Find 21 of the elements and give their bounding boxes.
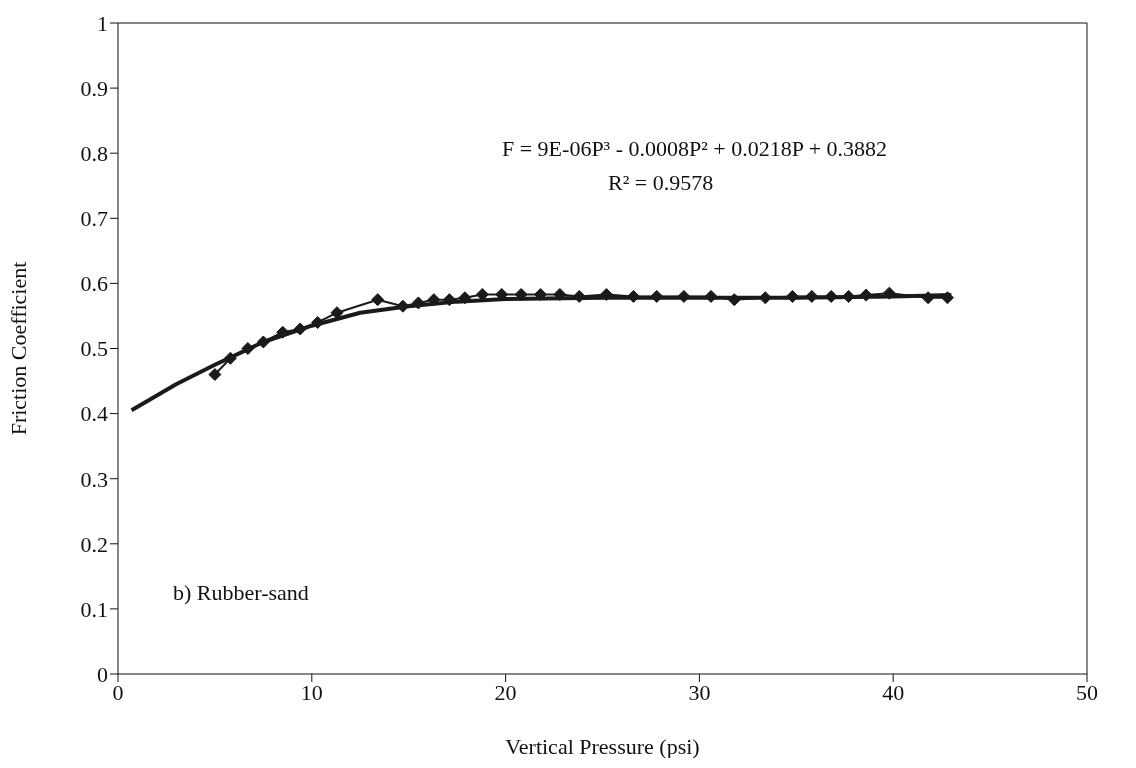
y-tick-label: 0.9 <box>80 75 108 101</box>
annotation: F = 9E-06P³ - 0.0008P² + 0.0218P + 0.3882 <box>500 136 889 162</box>
y-tick-label: 1 <box>97 10 108 36</box>
x-tick-label: 30 <box>688 679 711 705</box>
annotation: b) Rubber-sand <box>173 580 309 606</box>
x-tick-label: 50 <box>1076 679 1098 705</box>
y-tick-label: 0.2 <box>80 531 108 557</box>
y-tick-label: 0 <box>97 661 108 687</box>
annotation: R² = 0.9578 <box>607 170 715 196</box>
y-tick-label: 0.3 <box>80 466 108 492</box>
y-tick-label: 0.6 <box>80 271 108 297</box>
y-tick-label: 0.7 <box>80 206 108 232</box>
y-axis-title: Friction Coefficient <box>5 261 31 436</box>
y-tick-label: 0.8 <box>80 141 108 167</box>
y-tick-label: 0.4 <box>80 401 108 427</box>
y-tick-label: 0.5 <box>80 336 108 362</box>
x-tick-label: 10 <box>300 679 323 705</box>
x-axis-title: Vertical Pressure (psi) <box>505 734 700 759</box>
x-tick-label: 40 <box>882 679 905 705</box>
x-tick-label: 20 <box>494 679 517 705</box>
y-tick-label: 0.1 <box>80 596 108 622</box>
